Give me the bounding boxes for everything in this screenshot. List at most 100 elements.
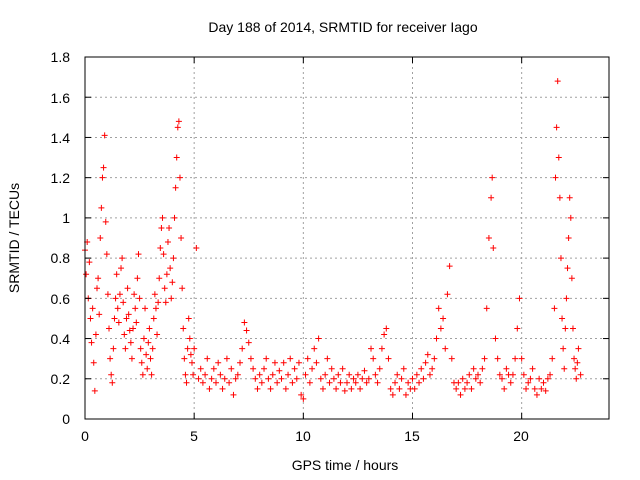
data-point [542, 387, 549, 394]
data-point [354, 371, 361, 378]
data-point [468, 385, 475, 392]
x-tick-label: 10 [295, 428, 311, 444]
data-point [89, 305, 96, 312]
data-point [250, 365, 257, 372]
data-point [208, 375, 215, 382]
data-point [143, 351, 150, 358]
data-point [357, 385, 364, 392]
data-point [555, 154, 562, 161]
data-point [398, 375, 405, 382]
data-point [372, 371, 379, 378]
data-point [309, 365, 316, 372]
data-point [133, 319, 140, 326]
data-point [178, 235, 185, 241]
data-point [346, 371, 353, 378]
data-point [453, 385, 460, 392]
data-point [148, 371, 155, 378]
data-point [139, 371, 146, 378]
data-point [536, 375, 543, 382]
data-point [499, 375, 506, 382]
data-point [102, 218, 109, 225]
data-point [226, 379, 233, 386]
data-point [311, 345, 318, 352]
data-point [125, 311, 132, 318]
data-point [341, 387, 348, 394]
chart-title: Day 188 of 2014, SRMTID for receiver Iag… [208, 19, 477, 35]
data-point [136, 295, 143, 302]
x-tick-label: 0 [81, 428, 89, 444]
data-point [167, 265, 174, 272]
data-point [285, 371, 292, 378]
plot-frame [84, 56, 610, 420]
data-point [472, 375, 479, 382]
data-point [298, 391, 305, 398]
y-tick-label: 0.6 [51, 291, 71, 307]
data-point [563, 295, 570, 302]
data-point [516, 295, 523, 302]
data-point [234, 371, 241, 378]
data-point [128, 355, 135, 362]
data-point [319, 385, 326, 392]
data-point [547, 371, 554, 378]
data-point [549, 355, 556, 362]
y-tick-label: 1.4 [51, 130, 71, 146]
y-tick-label: 0 [62, 411, 70, 427]
data-point [97, 235, 104, 241]
data-point [330, 375, 337, 382]
data-point [243, 327, 250, 334]
data-point [130, 325, 137, 332]
data-point [520, 371, 527, 378]
data-point [119, 255, 126, 262]
data-point [324, 355, 331, 362]
data-point [574, 359, 581, 366]
data-point [523, 385, 530, 392]
data-point [571, 355, 578, 362]
data-point [174, 124, 181, 131]
data-point [263, 355, 270, 362]
data-point [228, 365, 235, 372]
data-point [230, 391, 237, 398]
data-point [483, 305, 490, 312]
data-point [282, 385, 289, 392]
data-point [387, 385, 394, 392]
data-point [402, 391, 409, 398]
data-point [335, 371, 342, 378]
data-point [554, 78, 561, 85]
data-point [190, 371, 197, 378]
data-point [470, 365, 477, 372]
data-point [232, 375, 239, 382]
data-point [337, 379, 344, 386]
y-tick-label: 1 [62, 210, 70, 226]
data-point [344, 379, 350, 386]
data-point [161, 285, 168, 292]
data-point [158, 224, 165, 231]
data-point [108, 371, 115, 378]
data-point [252, 375, 259, 382]
data-point [409, 375, 416, 382]
data-point [185, 315, 192, 322]
data-point [135, 251, 142, 258]
data-point [98, 204, 105, 211]
data-point [385, 355, 392, 362]
data-point [267, 385, 274, 392]
data-point [437, 325, 444, 332]
data-point [115, 319, 122, 326]
data-point [280, 359, 287, 366]
data-point [533, 391, 540, 398]
data-point [368, 345, 375, 352]
data-point [374, 379, 381, 386]
data-point [157, 245, 164, 252]
data-point [289, 379, 296, 386]
data-point [145, 339, 152, 346]
data-point [573, 375, 580, 382]
data-point [477, 379, 484, 386]
data-point [215, 359, 222, 366]
data-point [405, 379, 412, 386]
data-point [223, 355, 230, 362]
data-point [163, 271, 170, 278]
data-point [132, 305, 139, 312]
data-point [217, 371, 224, 378]
data-point [359, 375, 366, 382]
data-point [557, 255, 564, 262]
data-point [149, 345, 156, 352]
